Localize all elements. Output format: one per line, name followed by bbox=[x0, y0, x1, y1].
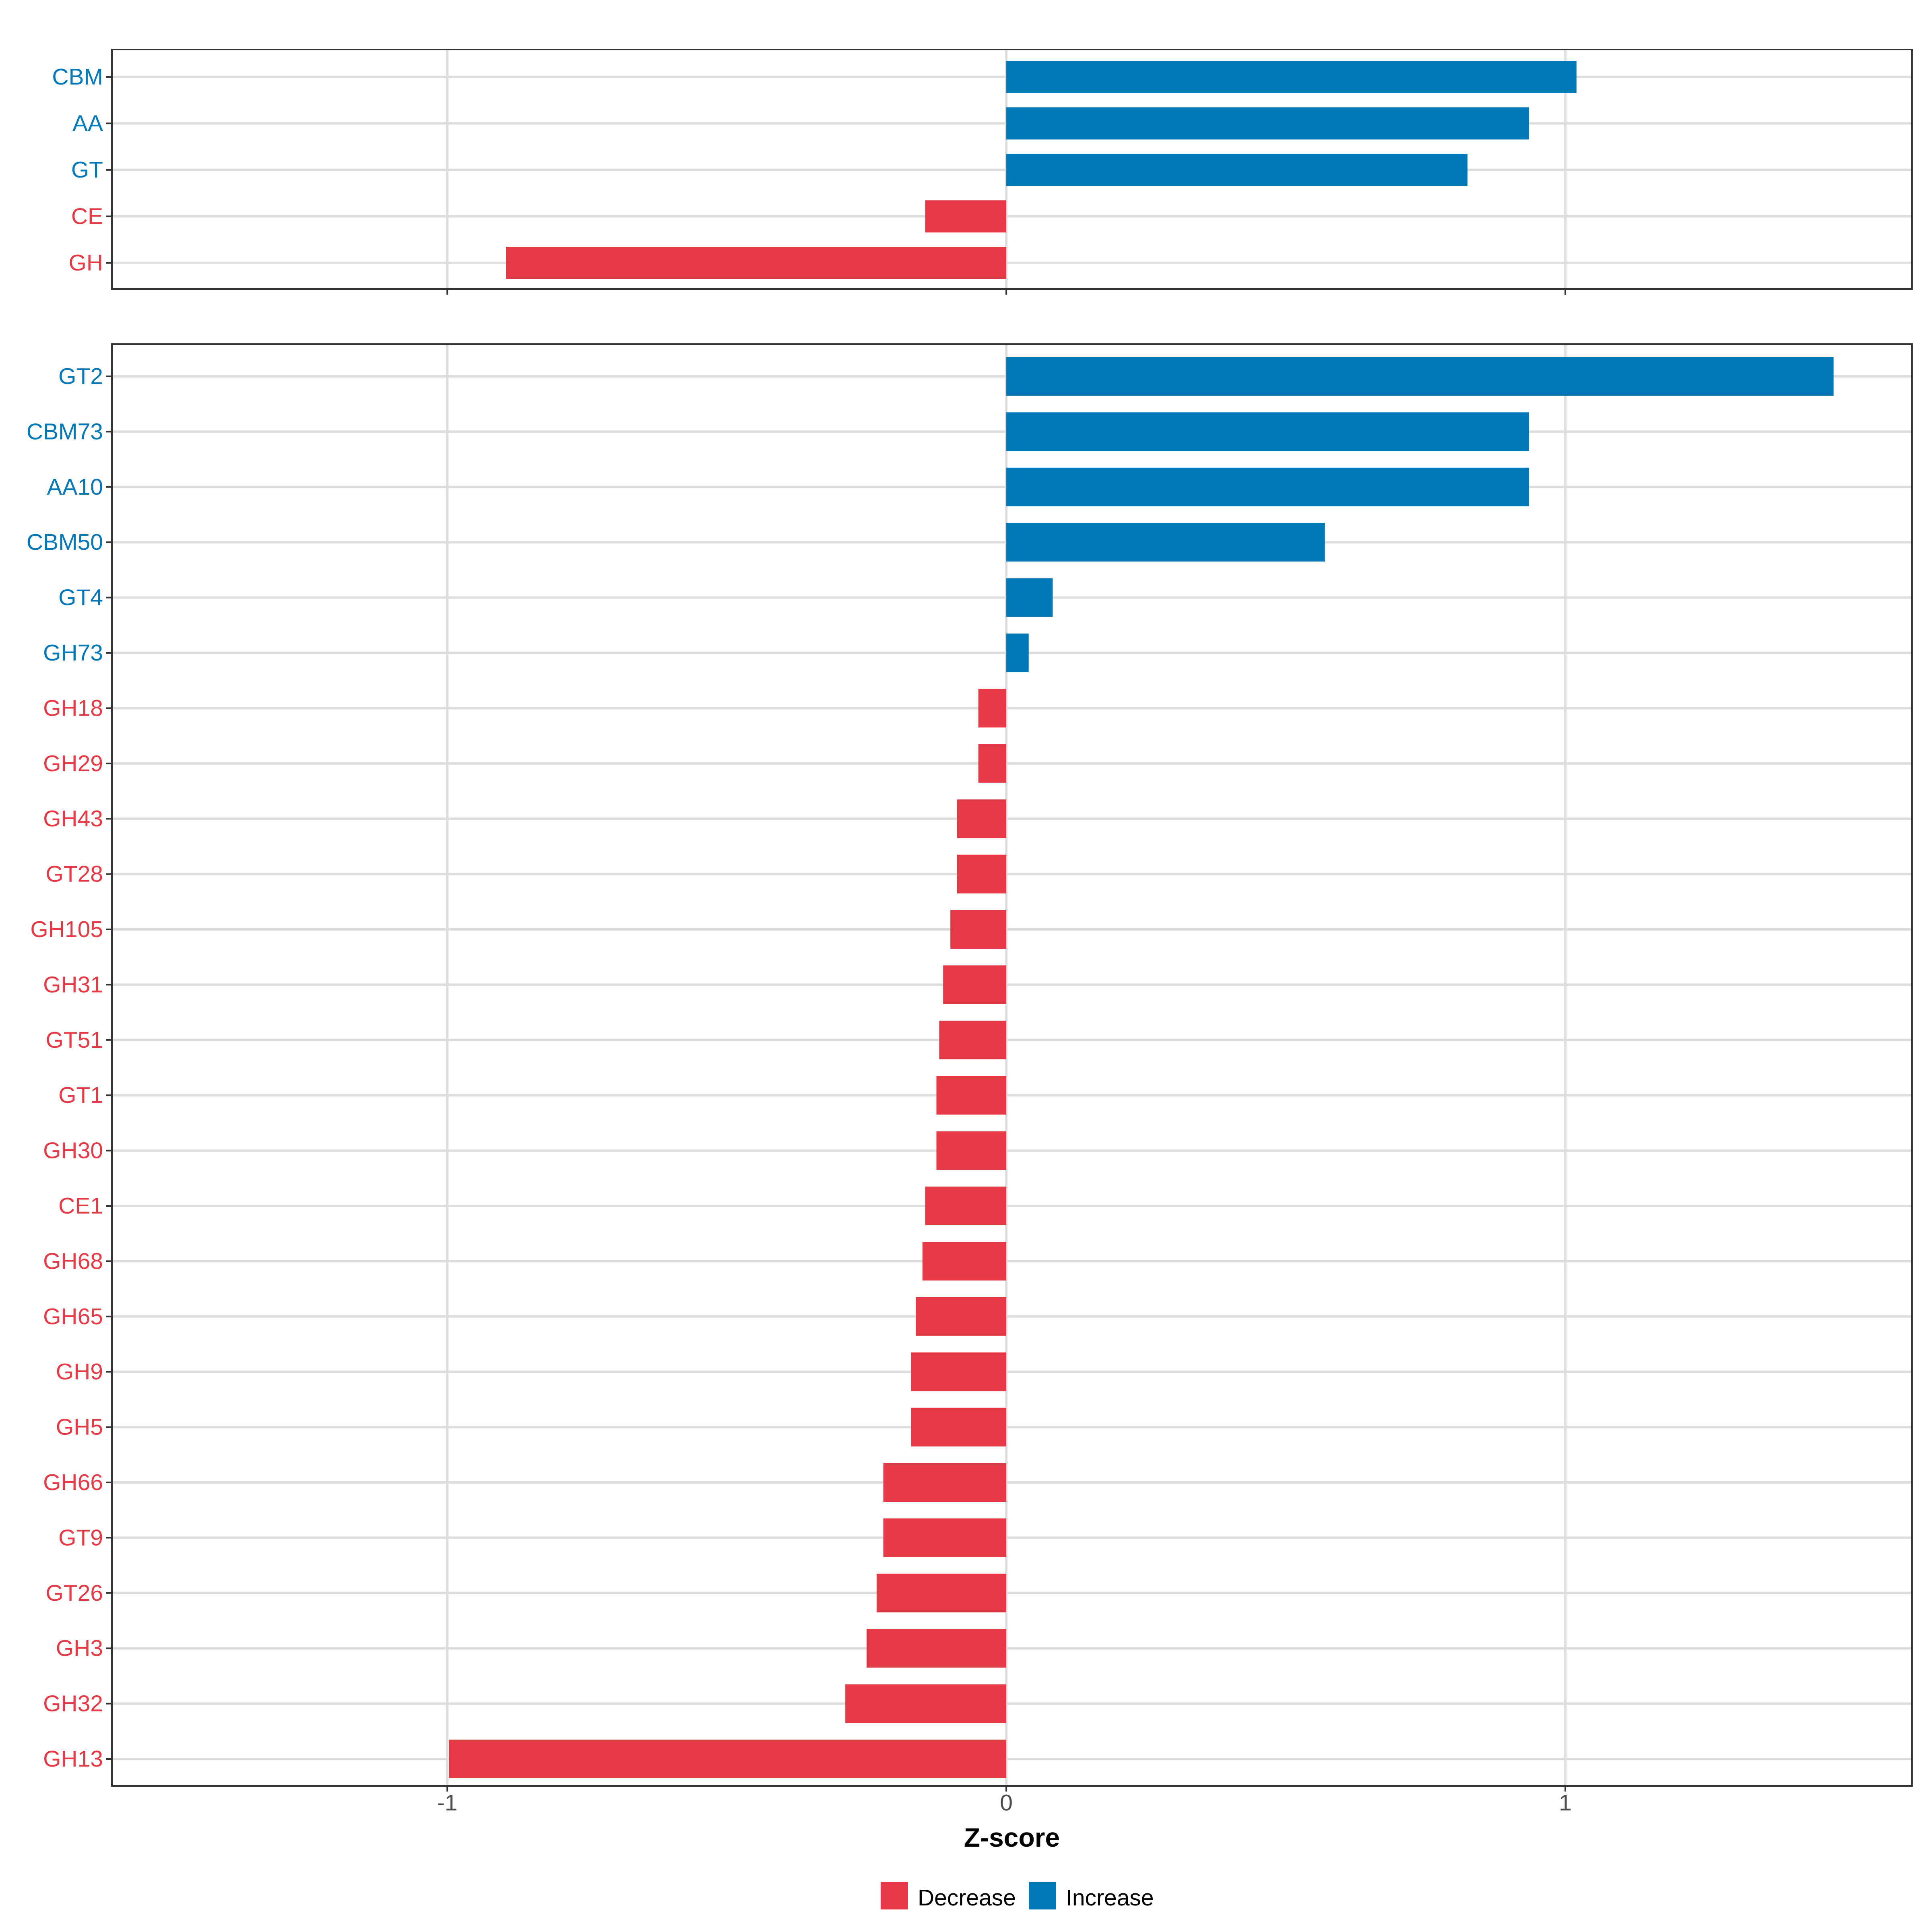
y-tick-label: CBM73 bbox=[27, 419, 103, 444]
bar-gh73 bbox=[1006, 634, 1029, 672]
y-tick-label: GH66 bbox=[43, 1470, 103, 1495]
panel-border bbox=[111, 49, 1913, 290]
bar-cbm bbox=[1006, 61, 1577, 93]
bar-cbm73 bbox=[1006, 412, 1529, 451]
bar-gt51 bbox=[939, 1020, 1007, 1059]
bar-gh30 bbox=[936, 1131, 1007, 1170]
bar-gt4 bbox=[1006, 578, 1053, 617]
y-tick-label: GH73 bbox=[43, 640, 103, 666]
bar-gh9 bbox=[911, 1352, 1007, 1391]
y-tick-label: GT51 bbox=[45, 1027, 103, 1053]
bar-gh bbox=[506, 247, 1007, 279]
y-tick-label: GT1 bbox=[58, 1082, 103, 1108]
y-tick-label: GH3 bbox=[56, 1635, 103, 1661]
y-tick-label: GH43 bbox=[43, 806, 103, 832]
bar-ce1 bbox=[925, 1187, 1007, 1225]
bar-cbm50 bbox=[1006, 523, 1325, 562]
bar-gt9 bbox=[883, 1518, 1007, 1557]
y-tick-label: GH13 bbox=[43, 1746, 103, 1772]
bar-gh65 bbox=[916, 1297, 1007, 1336]
bar-ce bbox=[925, 200, 1007, 233]
y-tick-label: CBM50 bbox=[27, 529, 103, 555]
y-tick-label: GH65 bbox=[43, 1304, 103, 1329]
bar-aa10 bbox=[1006, 467, 1529, 506]
y-tick-label: GT2 bbox=[58, 363, 103, 389]
y-tick-label: GH31 bbox=[43, 972, 103, 997]
y-tick-label: GT26 bbox=[45, 1580, 103, 1606]
y-tick-label: GH105 bbox=[30, 916, 103, 942]
bar-gh68 bbox=[922, 1242, 1007, 1281]
x-tick-label: 1 bbox=[1559, 1790, 1572, 1816]
y-tick-label: AA10 bbox=[47, 474, 103, 500]
bottom-panel: GT2 CBM73 AA10 CBM50 GT4 GH73 GH18 GH29 GH43 GT28… bbox=[27, 343, 1913, 1792]
bar-gh3 bbox=[866, 1629, 1007, 1668]
x-axis-label: Z-score bbox=[964, 1823, 1060, 1852]
y-tick-label: AA bbox=[72, 111, 103, 136]
y-tick-label: GH bbox=[69, 250, 103, 276]
bar-gt2 bbox=[1006, 357, 1834, 396]
top-panel: CBM AA GT CE GH bbox=[52, 49, 1913, 295]
bar-aa bbox=[1006, 107, 1529, 140]
bar-gh43 bbox=[957, 799, 1007, 838]
y-tick-label: GT bbox=[71, 157, 103, 183]
bar-gt28 bbox=[957, 855, 1007, 894]
y-tick-label: GH18 bbox=[43, 695, 103, 721]
y-tick-label: CBM bbox=[52, 64, 103, 90]
y-tick-label: GH29 bbox=[43, 751, 103, 776]
legend-swatch-increase bbox=[1029, 1882, 1056, 1909]
bar-gh66 bbox=[883, 1463, 1007, 1502]
legend-label-increase: Increase bbox=[1066, 1885, 1154, 1911]
y-tick-label: CE bbox=[71, 204, 103, 229]
x-tick-label: -1 bbox=[437, 1790, 458, 1816]
bar-gh13 bbox=[449, 1740, 1007, 1778]
y-tick-label: CE1 bbox=[58, 1193, 103, 1219]
bar-gh5 bbox=[911, 1408, 1007, 1447]
y-tick-label: GH9 bbox=[56, 1359, 103, 1385]
y-tick-label: GH68 bbox=[43, 1248, 103, 1274]
legend-swatch-decrease bbox=[881, 1882, 908, 1909]
x-tick-label: 0 bbox=[1000, 1790, 1013, 1816]
legend-label-decrease: Decrease bbox=[918, 1885, 1016, 1911]
bar-gh105 bbox=[950, 910, 1007, 949]
bar-gt26 bbox=[876, 1573, 1007, 1612]
y-tick-label: GT28 bbox=[45, 861, 103, 887]
bar-gh29 bbox=[978, 744, 1007, 783]
bar-gt bbox=[1006, 154, 1468, 186]
x-axis: -1 0 1 bbox=[437, 1790, 1572, 1816]
legend: Decrease Increase bbox=[881, 1882, 1154, 1911]
panel-border bbox=[111, 343, 1913, 1787]
y-tick-label: GH32 bbox=[43, 1691, 103, 1717]
y-tick-label: GT4 bbox=[58, 585, 103, 611]
y-tick-label: GT9 bbox=[58, 1525, 103, 1550]
bar-gt1 bbox=[936, 1076, 1007, 1115]
bar-gh31 bbox=[943, 965, 1007, 1004]
bar-gh32 bbox=[845, 1684, 1007, 1723]
y-tick-label: GH5 bbox=[56, 1414, 103, 1440]
bar-gh18 bbox=[978, 689, 1007, 728]
y-tick-label: GH30 bbox=[43, 1138, 103, 1164]
